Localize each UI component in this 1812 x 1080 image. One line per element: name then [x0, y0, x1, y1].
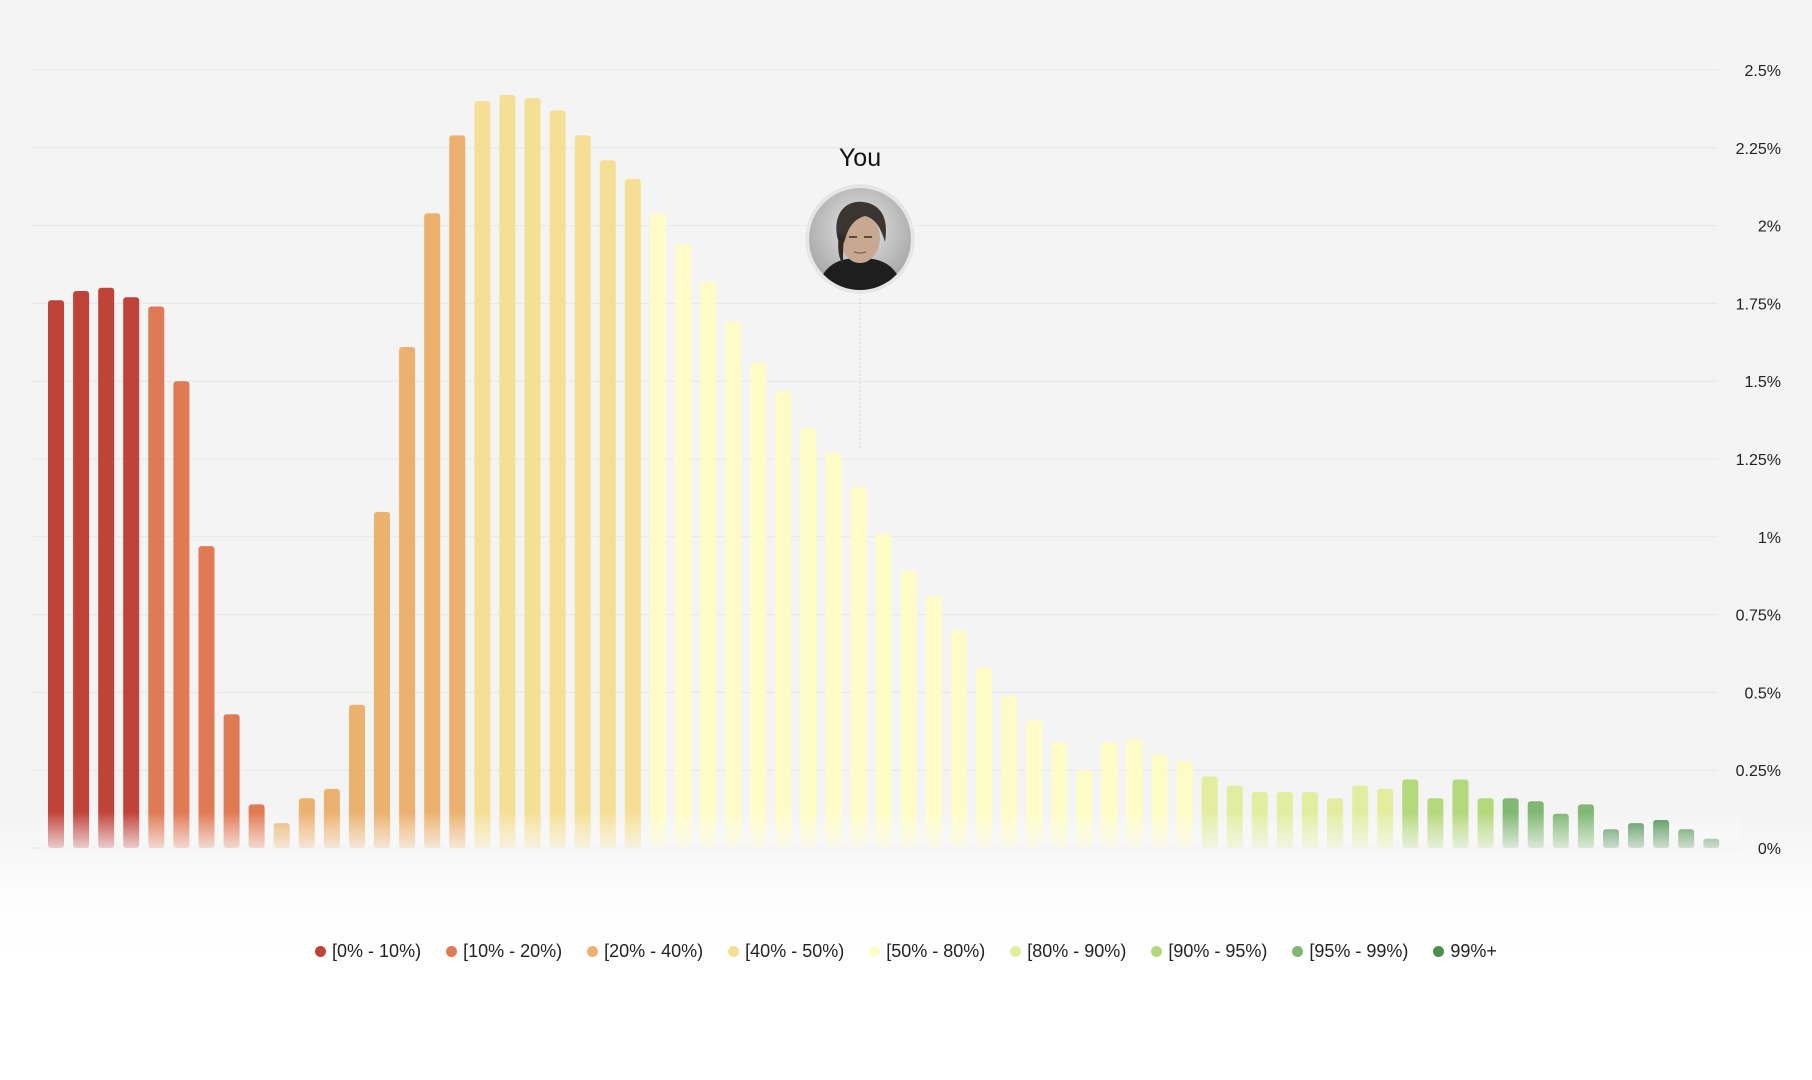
- legend-dot-icon: [1433, 946, 1445, 957]
- legend-dot-icon: [1151, 946, 1163, 957]
- legend-dot-icon: [728, 946, 740, 957]
- bar[interactable]: [649, 213, 666, 848]
- legend-item[interactable]: [80% - 90%): [1010, 941, 1126, 962]
- bar[interactable]: [499, 94, 516, 848]
- bar[interactable]: [825, 452, 842, 848]
- bar[interactable]: [98, 287, 115, 848]
- bar[interactable]: [574, 135, 591, 848]
- user-avatar[interactable]: [805, 184, 915, 294]
- chart-legend: [0% - 10%) [10% - 20%) [20% - 40%) [40% …: [0, 941, 1812, 962]
- y-tick-label: 1%: [1758, 530, 1781, 547]
- y-tick-label: 2.25%: [1736, 141, 1781, 158]
- y-tick-label: 1.75%: [1736, 296, 1781, 313]
- legend-label: [40% - 50%): [745, 941, 845, 961]
- y-tick-label: 2%: [1758, 219, 1781, 236]
- bar[interactable]: [148, 306, 165, 849]
- y-tick-label: 1.25%: [1736, 452, 1781, 469]
- legend-dot-icon: [587, 946, 599, 957]
- bar[interactable]: [976, 667, 992, 849]
- bar[interactable]: [925, 595, 942, 848]
- bar[interactable]: [449, 135, 466, 848]
- legend-dot-icon: [869, 946, 881, 957]
- legend-label: 99%+: [1450, 941, 1497, 961]
- legend-item[interactable]: [10% - 20%): [446, 941, 562, 962]
- y-tick-label: 0.75%: [1736, 608, 1781, 625]
- bar[interactable]: [700, 281, 717, 849]
- legend-item[interactable]: [90% - 95%): [1151, 941, 1267, 962]
- bar[interactable]: [73, 291, 90, 848]
- bar[interactable]: [1001, 695, 1017, 849]
- legend-item[interactable]: [40% - 50%): [728, 941, 844, 962]
- bar[interactable]: [675, 244, 691, 849]
- legend-label: [20% - 40%): [604, 941, 704, 961]
- legend-dot-icon: [315, 946, 327, 957]
- bar[interactable]: [875, 533, 892, 848]
- y-tick-label: 0.25%: [1736, 763, 1781, 780]
- bar[interactable]: [198, 546, 215, 848]
- y-tick-label: 0.5%: [1745, 685, 1781, 702]
- bar[interactable]: [374, 511, 390, 848]
- bar[interactable]: [549, 110, 566, 849]
- bar[interactable]: [524, 98, 541, 848]
- bottom-fade: [40, 812, 1740, 852]
- y-tick-label: 0%: [1758, 841, 1781, 858]
- legend-item[interactable]: [0% - 10%): [315, 941, 421, 962]
- legend-label: [10% - 20%): [463, 941, 563, 961]
- y-tick-label: 1.5%: [1745, 374, 1781, 391]
- bar[interactable]: [474, 101, 491, 849]
- legend-item[interactable]: [95% - 99%): [1292, 941, 1408, 962]
- legend-item[interactable]: [50% - 80%): [869, 941, 985, 962]
- bar[interactable]: [800, 427, 817, 848]
- legend-dot-icon: [446, 946, 458, 957]
- legend-dot-icon: [1010, 946, 1022, 957]
- bar[interactable]: [48, 300, 64, 848]
- bar[interactable]: [950, 630, 967, 848]
- bar[interactable]: [123, 297, 140, 848]
- bar[interactable]: [399, 347, 416, 848]
- bar[interactable]: [775, 390, 792, 849]
- you-label: You: [838, 144, 882, 172]
- user-portrait-icon: [809, 188, 911, 290]
- bar[interactable]: [424, 213, 441, 848]
- legend-label: [90% - 95%): [1168, 941, 1268, 961]
- bar[interactable]: [624, 178, 641, 848]
- legend-label: [95% - 99%): [1309, 941, 1409, 961]
- y-tick-label: 2.5%: [1745, 63, 1781, 80]
- bar[interactable]: [900, 571, 917, 848]
- bar[interactable]: [750, 362, 767, 849]
- legend-item[interactable]: [20% - 40%): [587, 941, 703, 962]
- bar[interactable]: [725, 322, 742, 849]
- bar[interactable]: [599, 160, 616, 848]
- bar[interactable]: [173, 381, 190, 848]
- legend-label: [80% - 90%): [1027, 941, 1127, 961]
- legend-item[interactable]: 99%+: [1433, 941, 1497, 962]
- legend-label: [0% - 10%): [332, 941, 422, 961]
- bar[interactable]: [850, 487, 867, 848]
- legend-label: [50% - 80%): [886, 941, 986, 961]
- legend-dot-icon: [1292, 946, 1304, 957]
